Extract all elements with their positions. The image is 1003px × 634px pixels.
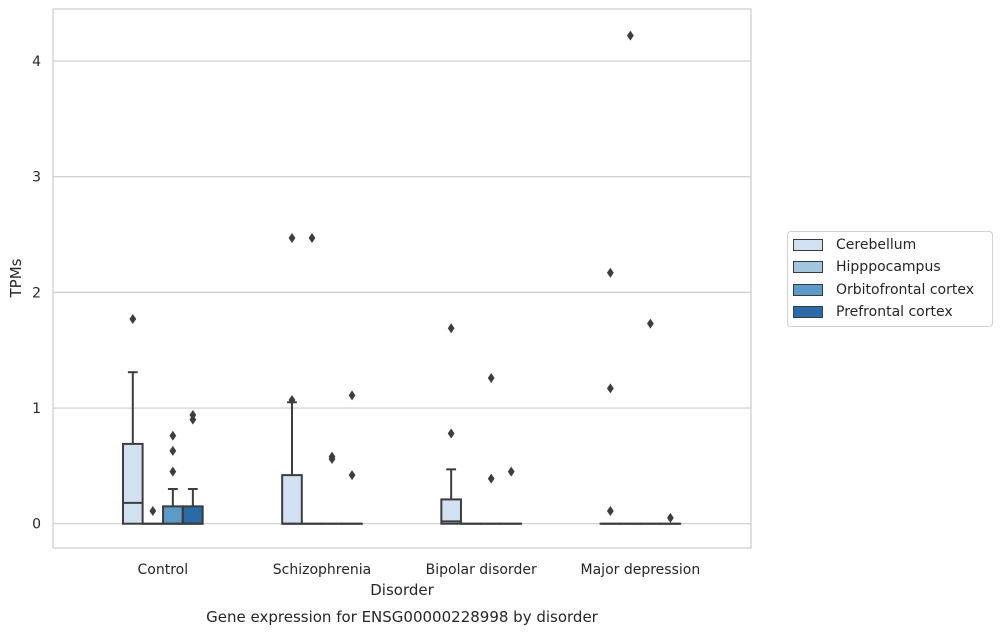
box-hipppocampus-3 <box>619 30 642 525</box>
outlier-point <box>507 466 515 477</box>
x-tick-label: Bipolar disorder <box>426 562 537 578</box>
x-axis-label: Disorder <box>370 581 434 599</box>
x-tick-label: Control <box>138 562 189 578</box>
x-tick-label: Schizophrenia <box>273 562 371 578</box>
box-orbitofrontal-cortex-3 <box>639 318 662 525</box>
legend-item-orbitofrontal-cortex: Orbitofrontal cortex <box>793 280 974 300</box>
outlier-point <box>646 318 654 329</box>
box-body <box>182 505 204 525</box>
legend-label-hipppocampus: Hipppocampus <box>836 259 941 275</box>
legend-swatch-prefrontal-cortex <box>793 306 823 318</box>
y-axis-label: TPMs <box>7 258 25 298</box>
box-cerebellum-3 <box>599 267 622 525</box>
gridlines <box>53 60 751 525</box>
box-body <box>162 505 184 525</box>
legend-label-prefrontal-cortex: Prefrontal cortex <box>836 304 953 320</box>
box-prefrontal-cortex-0 <box>182 409 204 525</box>
legend-label-orbitofrontal-cortex: Orbitofrontal cortex <box>836 282 974 298</box>
box-body <box>122 442 144 525</box>
outlier-point <box>149 505 157 516</box>
box-cerebellum-0 <box>122 313 144 525</box>
box-body <box>281 474 303 525</box>
box-orbitofrontal-cortex-2 <box>480 372 503 525</box>
legend-item-prefrontal-cortex: Prefrontal cortex <box>793 302 953 322</box>
legend-swatch-orbitofrontal-cortex <box>793 284 823 296</box>
outlier-point <box>487 372 495 383</box>
box-hipppocampus-1 <box>301 233 323 525</box>
outlier-point <box>666 512 674 523</box>
y-tick-label: 0 <box>32 517 41 533</box>
outlier-point <box>288 233 296 244</box>
legend-item-cerebellum: Cerebellum <box>793 235 916 255</box>
box-cerebellum-2 <box>440 323 462 525</box>
x-tick-label: Major depression <box>581 562 701 578</box>
legend-label-cerebellum: Cerebellum <box>836 237 917 253</box>
outlier-point <box>308 233 316 244</box>
outlier-point <box>169 466 177 477</box>
box-body <box>440 498 462 525</box>
legend-swatch-hipppocampus <box>793 261 823 273</box>
outlier-point <box>129 313 137 324</box>
outlier-point <box>626 30 634 41</box>
outlier-point <box>606 383 614 394</box>
outlier-point <box>606 505 614 516</box>
box-cerebellum-1 <box>281 233 303 525</box>
chart-title: Gene expression for ENSG00000228998 by d… <box>206 608 599 626</box>
box-orbitofrontal-cortex-1 <box>321 451 343 525</box>
boxes <box>122 30 682 525</box>
outlier-point <box>348 470 356 481</box>
y-tick-label: 1 <box>32 401 41 417</box>
outlier-point <box>447 428 455 439</box>
box-prefrontal-cortex-1 <box>341 390 363 525</box>
tick-labels: 0 1 2 3 4 Control Schizophrenia Bipolar disorde… <box>32 54 700 578</box>
legend-item-hipppocampus: Hipppocampus <box>793 257 941 277</box>
box-prefrontal-cortex-2 <box>500 466 523 525</box>
box-prefrontal-cortex-3 <box>659 512 682 525</box>
outlier-point <box>189 409 197 420</box>
outlier-point <box>487 473 495 484</box>
outlier-point <box>169 430 177 441</box>
outlier-point <box>447 323 455 334</box>
box-hipppocampus-0 <box>142 505 164 525</box>
y-tick-label: 3 <box>32 170 41 186</box>
outlier-point <box>328 451 336 462</box>
y-tick-label: 2 <box>32 285 41 301</box>
outlier-point <box>288 394 296 405</box>
outlier-point <box>348 390 356 401</box>
box-orbitofrontal-cortex-0 <box>162 430 184 525</box>
outlier-point <box>606 267 614 278</box>
y-tick-label: 4 <box>32 54 41 70</box>
legend: Cerebellum Hipppocampus Orbitofrontal co… <box>787 231 993 327</box>
outlier-point <box>169 445 177 456</box>
plot-frame <box>52 8 752 549</box>
legend-swatch-cerebellum <box>793 239 823 251</box>
